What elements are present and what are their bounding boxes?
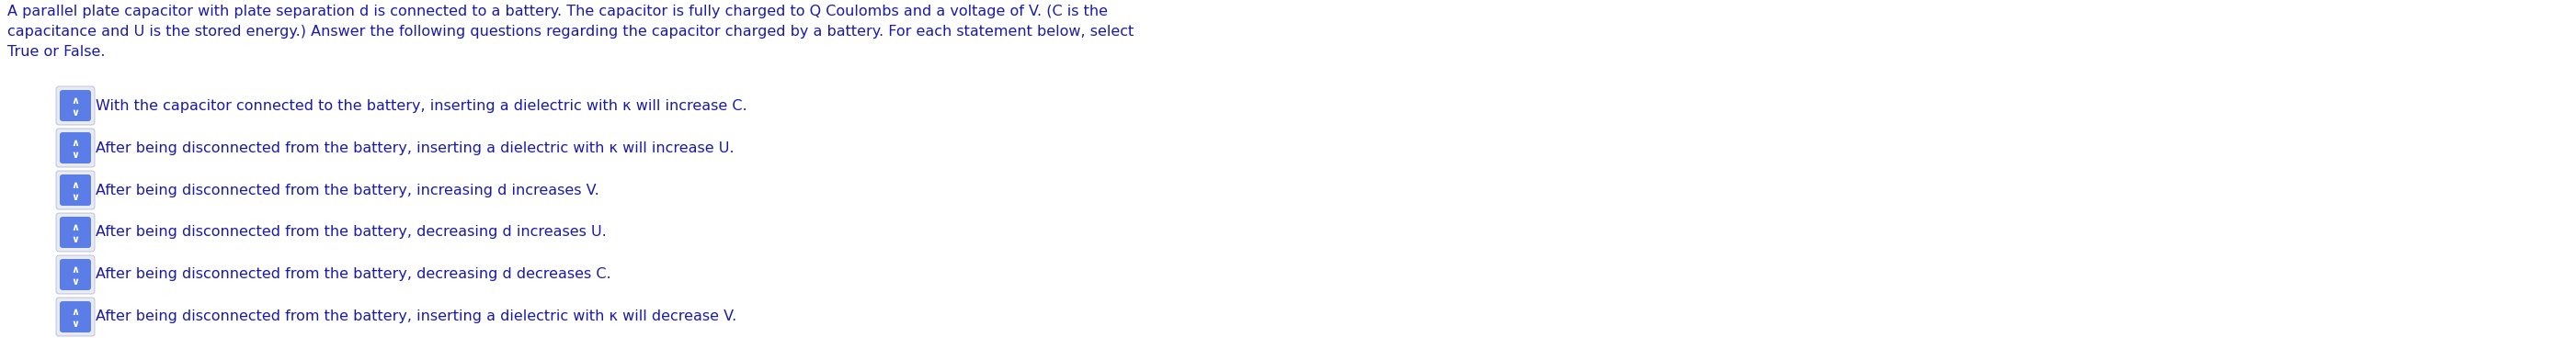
Text: After being disconnected from the battery, decreasing d decreases C.: After being disconnected from the batter… [95,268,611,282]
Text: ∧: ∧ [72,265,80,275]
Text: ∧: ∧ [72,223,80,232]
FancyBboxPatch shape [59,259,90,290]
FancyBboxPatch shape [57,213,95,252]
Text: After being disconnected from the battery, inserting a dielectric with κ will de: After being disconnected from the batter… [95,310,737,324]
FancyBboxPatch shape [59,90,90,121]
Text: ∨: ∨ [72,108,80,117]
Text: ∧: ∧ [72,307,80,317]
Text: After being disconnected from the battery, inserting a dielectric with κ will in: After being disconnected from the batter… [95,141,734,155]
Text: ∨: ∨ [72,193,80,202]
FancyBboxPatch shape [57,255,95,294]
FancyBboxPatch shape [59,301,90,332]
Text: ∧: ∧ [72,139,80,148]
FancyBboxPatch shape [57,86,95,125]
FancyBboxPatch shape [57,171,95,210]
Text: ∧: ∧ [72,181,80,190]
Text: True or False.: True or False. [8,45,106,59]
Text: A parallel plate capacitor with plate separation d is connected to a battery. Th: A parallel plate capacitor with plate se… [8,5,1108,18]
FancyBboxPatch shape [59,217,90,248]
Text: ∨: ∨ [72,319,80,329]
Text: ∨: ∨ [72,235,80,244]
Text: ∧: ∧ [72,96,80,105]
FancyBboxPatch shape [57,129,95,167]
Text: ∨: ∨ [72,277,80,287]
Text: ∨: ∨ [72,150,80,159]
Text: After being disconnected from the battery, decreasing d increases U.: After being disconnected from the batter… [95,225,605,239]
Text: With the capacitor connected to the battery, inserting a dielectric with κ will : With the capacitor connected to the batt… [95,99,747,113]
Text: capacitance and U is the stored energy.) Answer the following questions regardin: capacitance and U is the stored energy.)… [8,25,1133,39]
FancyBboxPatch shape [59,132,90,163]
FancyBboxPatch shape [59,175,90,206]
Text: After being disconnected from the battery, increasing d increases V.: After being disconnected from the batter… [95,183,600,197]
FancyBboxPatch shape [57,298,95,336]
